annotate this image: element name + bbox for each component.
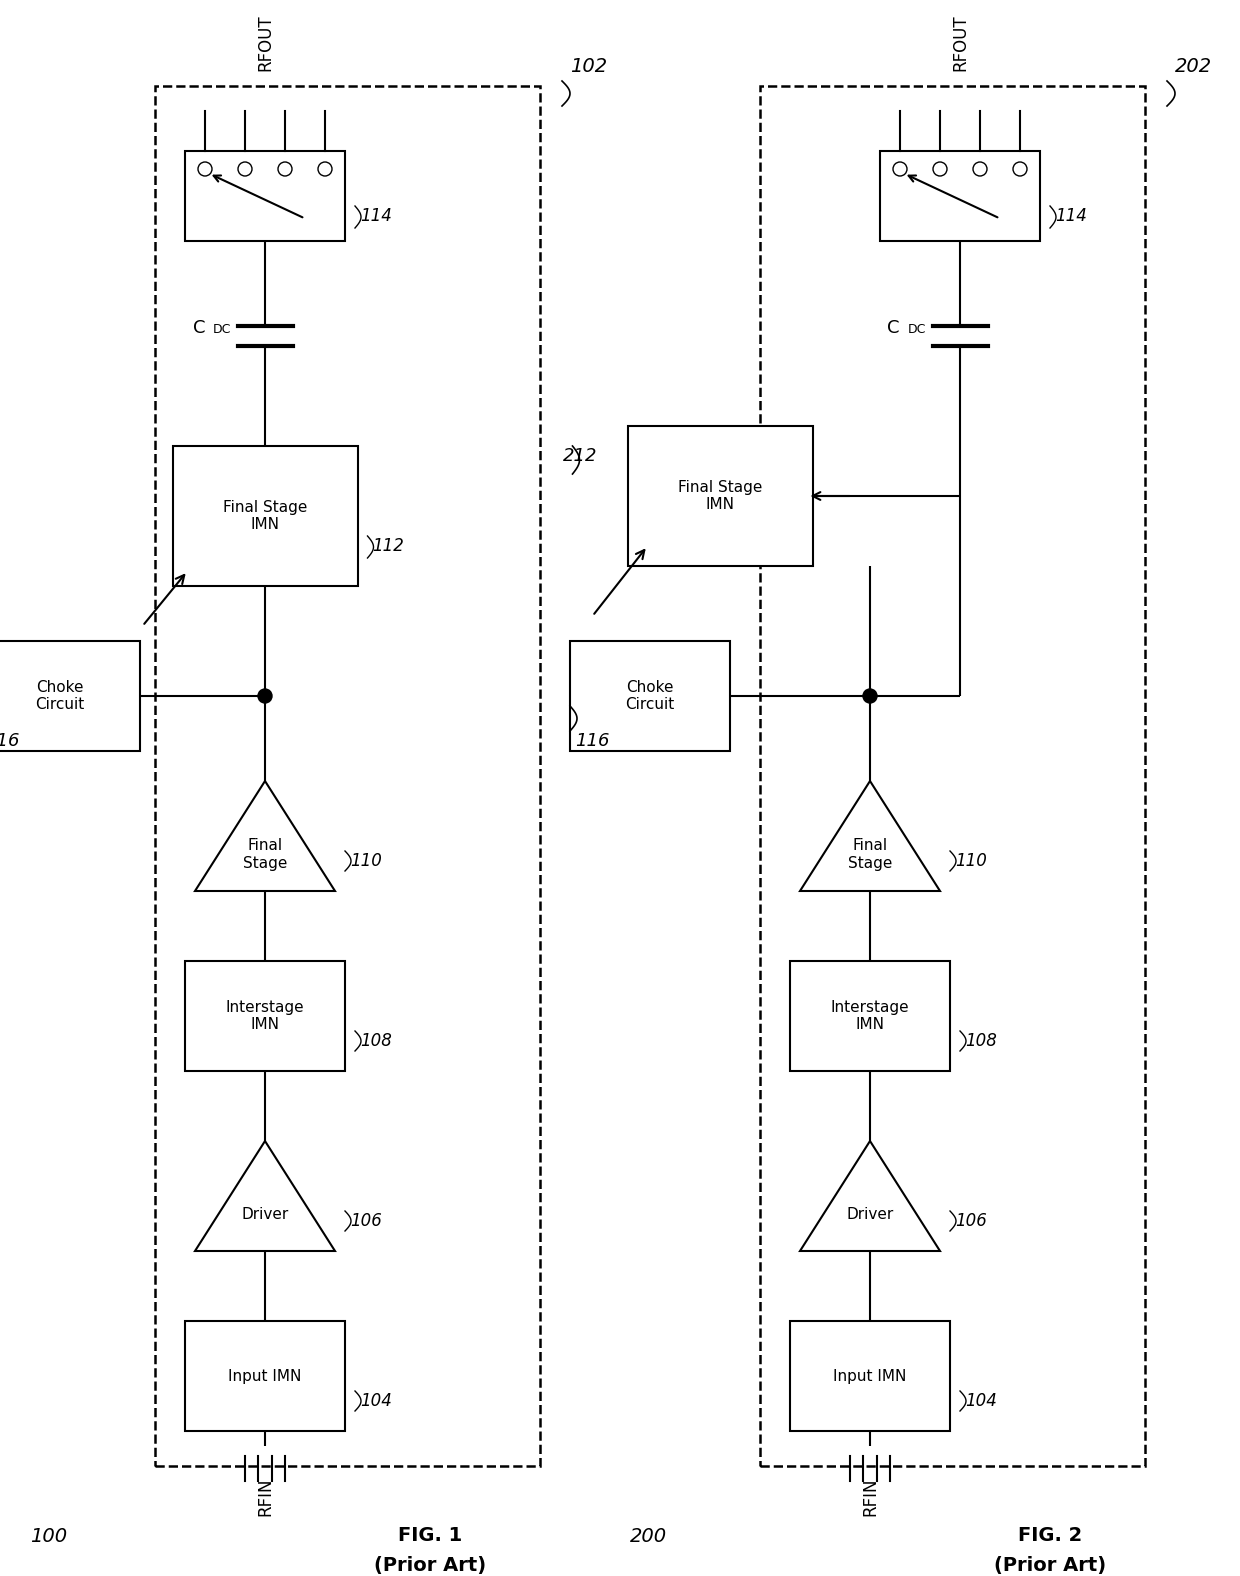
FancyBboxPatch shape (185, 961, 345, 1072)
FancyBboxPatch shape (0, 641, 140, 752)
Text: 114: 114 (360, 206, 392, 225)
FancyBboxPatch shape (570, 641, 730, 752)
Text: 106: 106 (955, 1212, 987, 1229)
Text: Driver: Driver (242, 1207, 289, 1221)
Text: 108: 108 (360, 1032, 392, 1050)
Text: 200: 200 (630, 1527, 667, 1546)
FancyBboxPatch shape (880, 151, 1040, 241)
Text: FIG. 2: FIG. 2 (1018, 1526, 1083, 1544)
Polygon shape (800, 782, 940, 890)
Text: 108: 108 (965, 1032, 997, 1050)
Text: 116: 116 (575, 731, 610, 750)
Text: 106: 106 (350, 1212, 382, 1229)
Text: Choke
Circuit: Choke Circuit (625, 679, 675, 712)
Circle shape (317, 162, 332, 177)
Text: RFOUT: RFOUT (951, 14, 968, 71)
Circle shape (198, 162, 212, 177)
Circle shape (238, 162, 252, 177)
Text: RFIN: RFIN (255, 1478, 274, 1516)
Text: 112: 112 (372, 537, 404, 555)
Text: 102: 102 (570, 57, 608, 76)
Text: 100: 100 (30, 1527, 67, 1546)
Text: Final Stage
IMN: Final Stage IMN (223, 500, 308, 533)
Text: 110: 110 (955, 853, 987, 870)
Circle shape (973, 162, 987, 177)
FancyBboxPatch shape (790, 1321, 950, 1431)
Text: 114: 114 (1055, 206, 1087, 225)
Text: 202: 202 (1176, 57, 1213, 76)
Polygon shape (195, 782, 335, 890)
Text: Final Stage
IMN: Final Stage IMN (678, 479, 763, 512)
Text: RFOUT: RFOUT (255, 14, 274, 71)
FancyBboxPatch shape (172, 446, 357, 586)
Text: 104: 104 (965, 1392, 997, 1411)
Text: (Prior Art): (Prior Art) (994, 1556, 1106, 1574)
Text: FIG. 1: FIG. 1 (398, 1526, 463, 1544)
Text: Final
Stage: Final Stage (848, 838, 893, 870)
Text: (Prior Art): (Prior Art) (374, 1556, 486, 1574)
FancyBboxPatch shape (185, 151, 345, 241)
Text: 116: 116 (0, 731, 20, 750)
Text: Input IMN: Input IMN (228, 1368, 301, 1384)
Circle shape (1013, 162, 1027, 177)
Text: DC: DC (908, 323, 926, 336)
Text: 104: 104 (360, 1392, 392, 1411)
Text: Final
Stage: Final Stage (243, 838, 288, 870)
FancyBboxPatch shape (627, 426, 812, 566)
FancyBboxPatch shape (185, 1321, 345, 1431)
Circle shape (863, 689, 877, 703)
Text: RFIN: RFIN (861, 1478, 879, 1516)
Text: Input IMN: Input IMN (833, 1368, 906, 1384)
Circle shape (932, 162, 947, 177)
Text: Interstage
IMN: Interstage IMN (831, 999, 909, 1032)
FancyBboxPatch shape (790, 961, 950, 1072)
Text: 110: 110 (350, 853, 382, 870)
Text: DC: DC (213, 323, 232, 336)
Polygon shape (195, 1141, 335, 1251)
Circle shape (258, 689, 272, 703)
Text: Interstage
IMN: Interstage IMN (226, 999, 304, 1032)
Polygon shape (800, 1141, 940, 1251)
Text: Choke
Circuit: Choke Circuit (36, 679, 84, 712)
Circle shape (278, 162, 291, 177)
Text: 212: 212 (563, 448, 596, 465)
Text: C: C (888, 318, 900, 337)
Text: C: C (192, 318, 205, 337)
Text: Driver: Driver (847, 1207, 894, 1221)
Circle shape (893, 162, 906, 177)
